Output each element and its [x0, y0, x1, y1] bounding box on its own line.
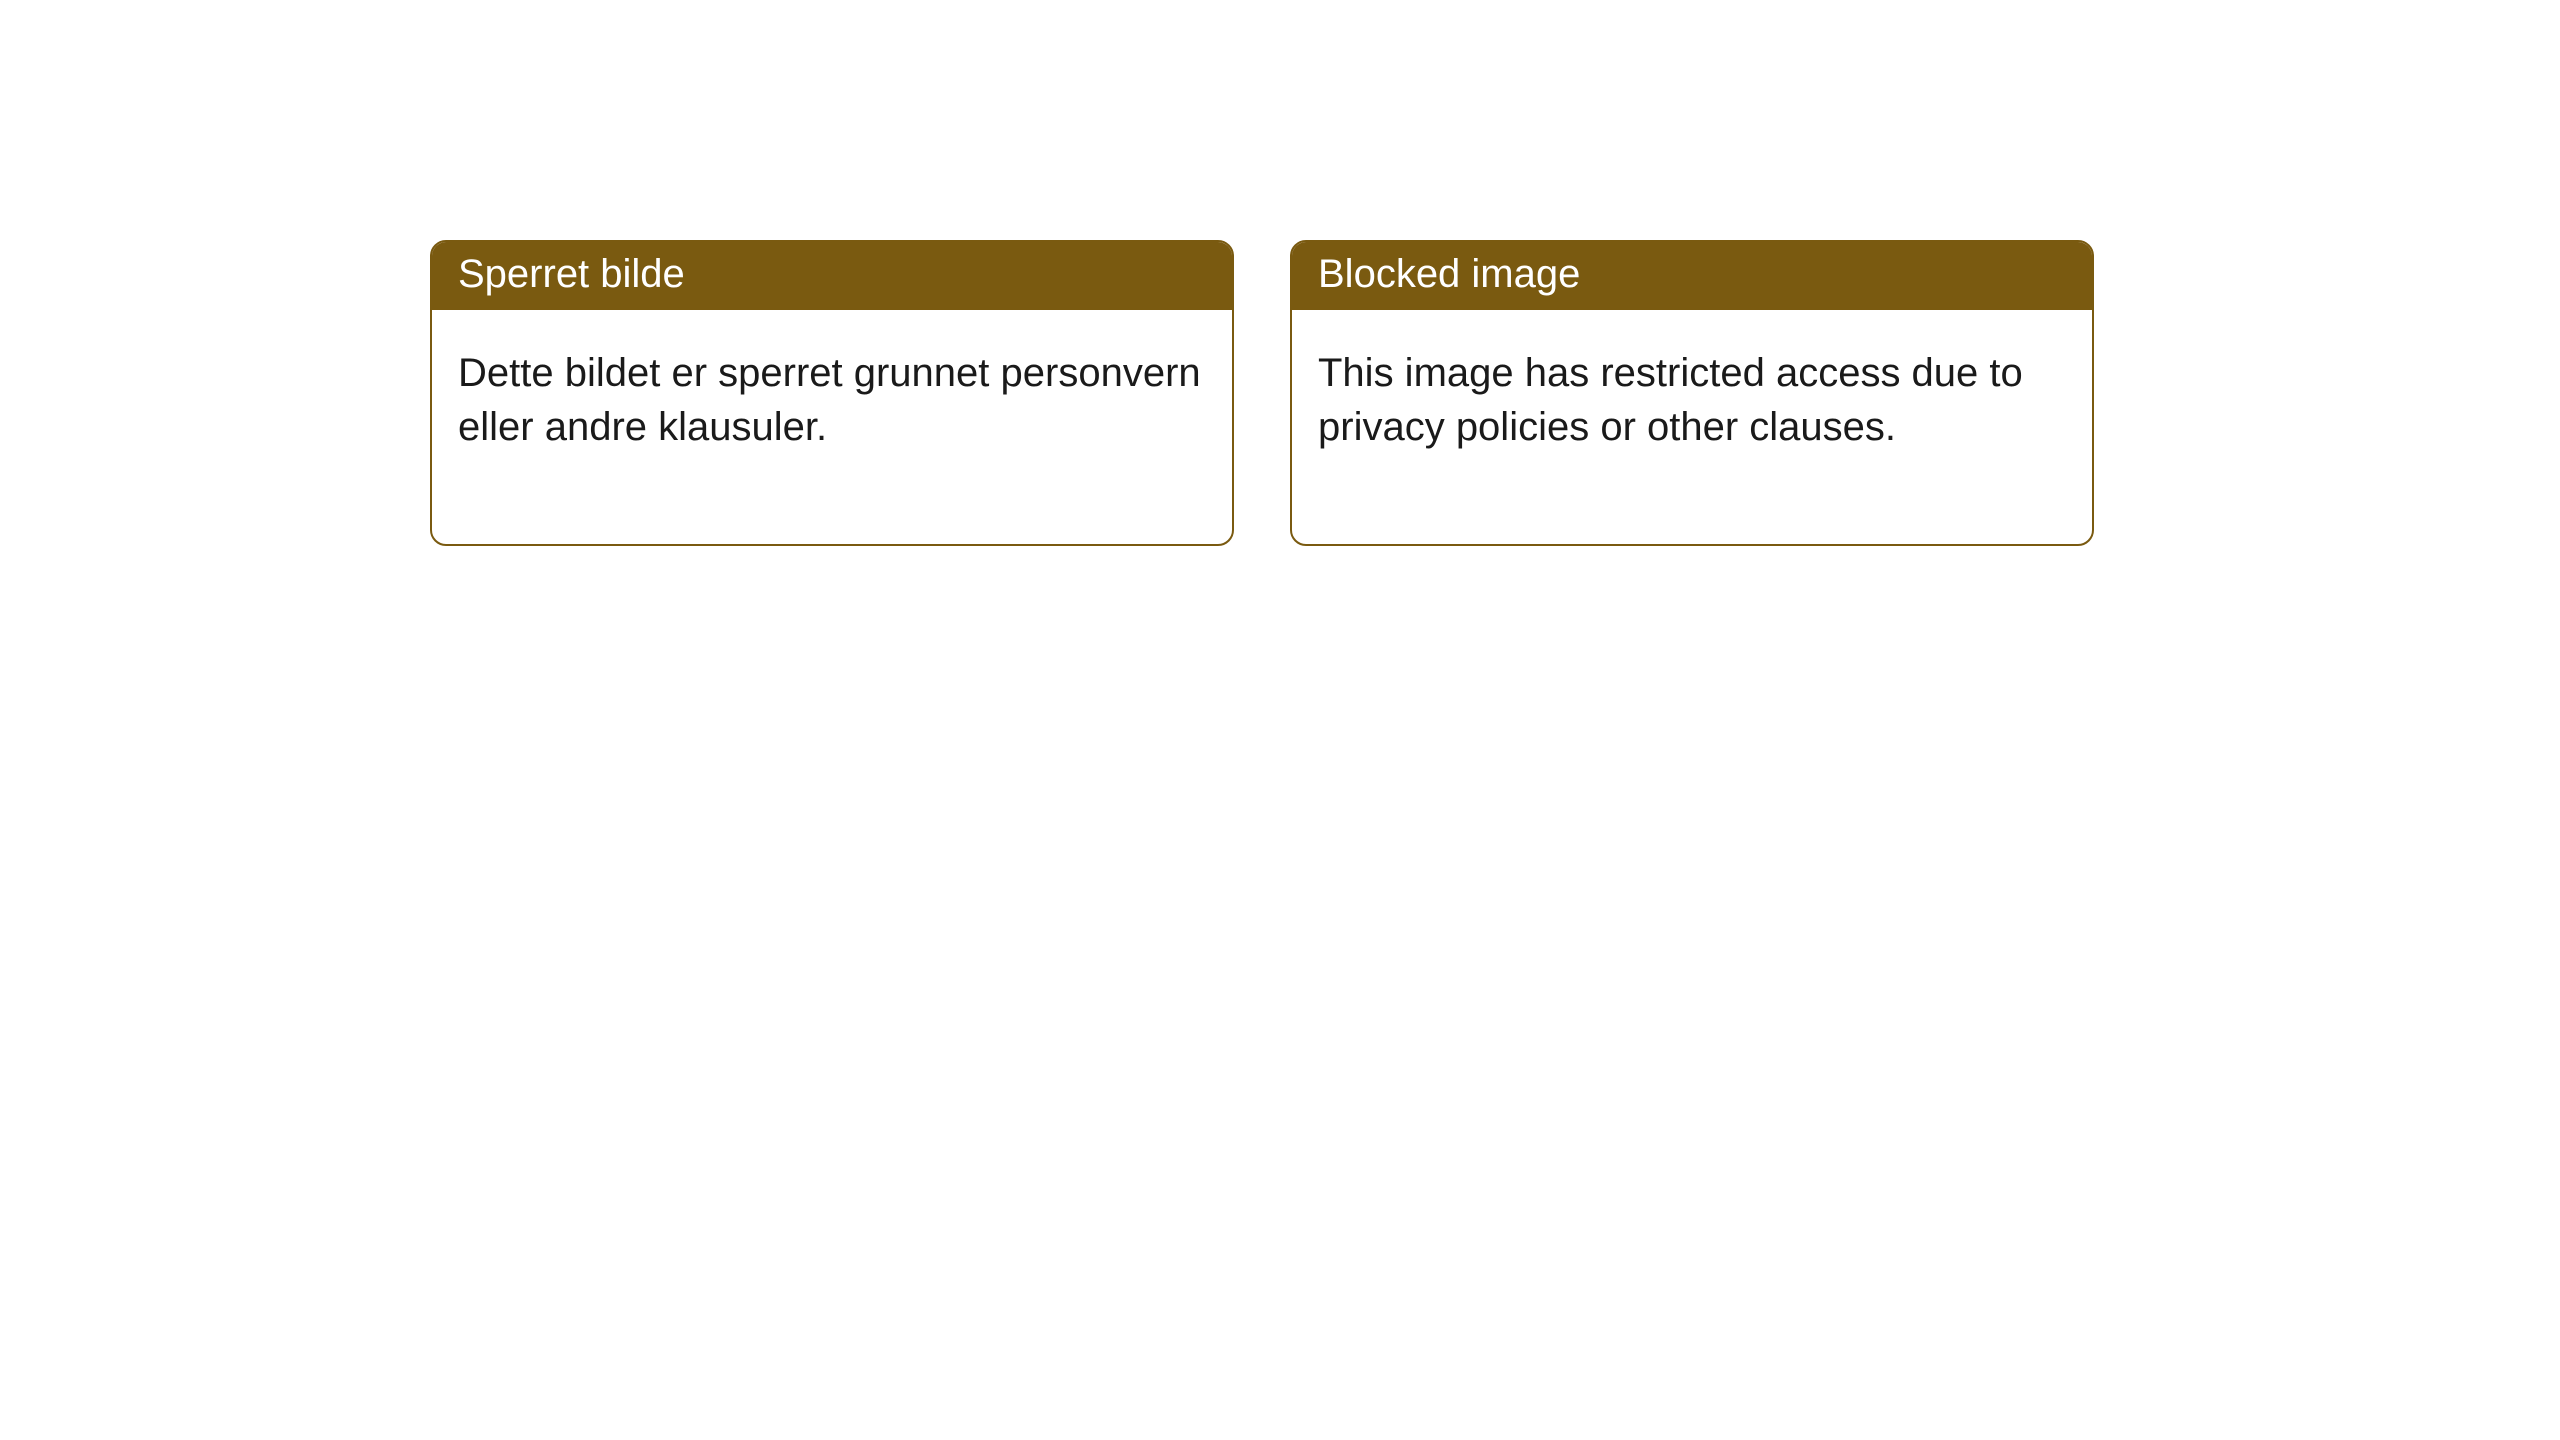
blocked-image-notice-container: Sperret bilde Dette bildet er sperret gr…: [430, 240, 2560, 546]
card-header-en: Blocked image: [1292, 242, 2092, 310]
blocked-image-card-en: Blocked image This image has restricted …: [1290, 240, 2094, 546]
card-body-en: This image has restricted access due to …: [1292, 310, 2092, 544]
blocked-image-card-no: Sperret bilde Dette bildet er sperret gr…: [430, 240, 1234, 546]
card-body-no: Dette bildet er sperret grunnet personve…: [432, 310, 1232, 544]
card-header-no: Sperret bilde: [432, 242, 1232, 310]
